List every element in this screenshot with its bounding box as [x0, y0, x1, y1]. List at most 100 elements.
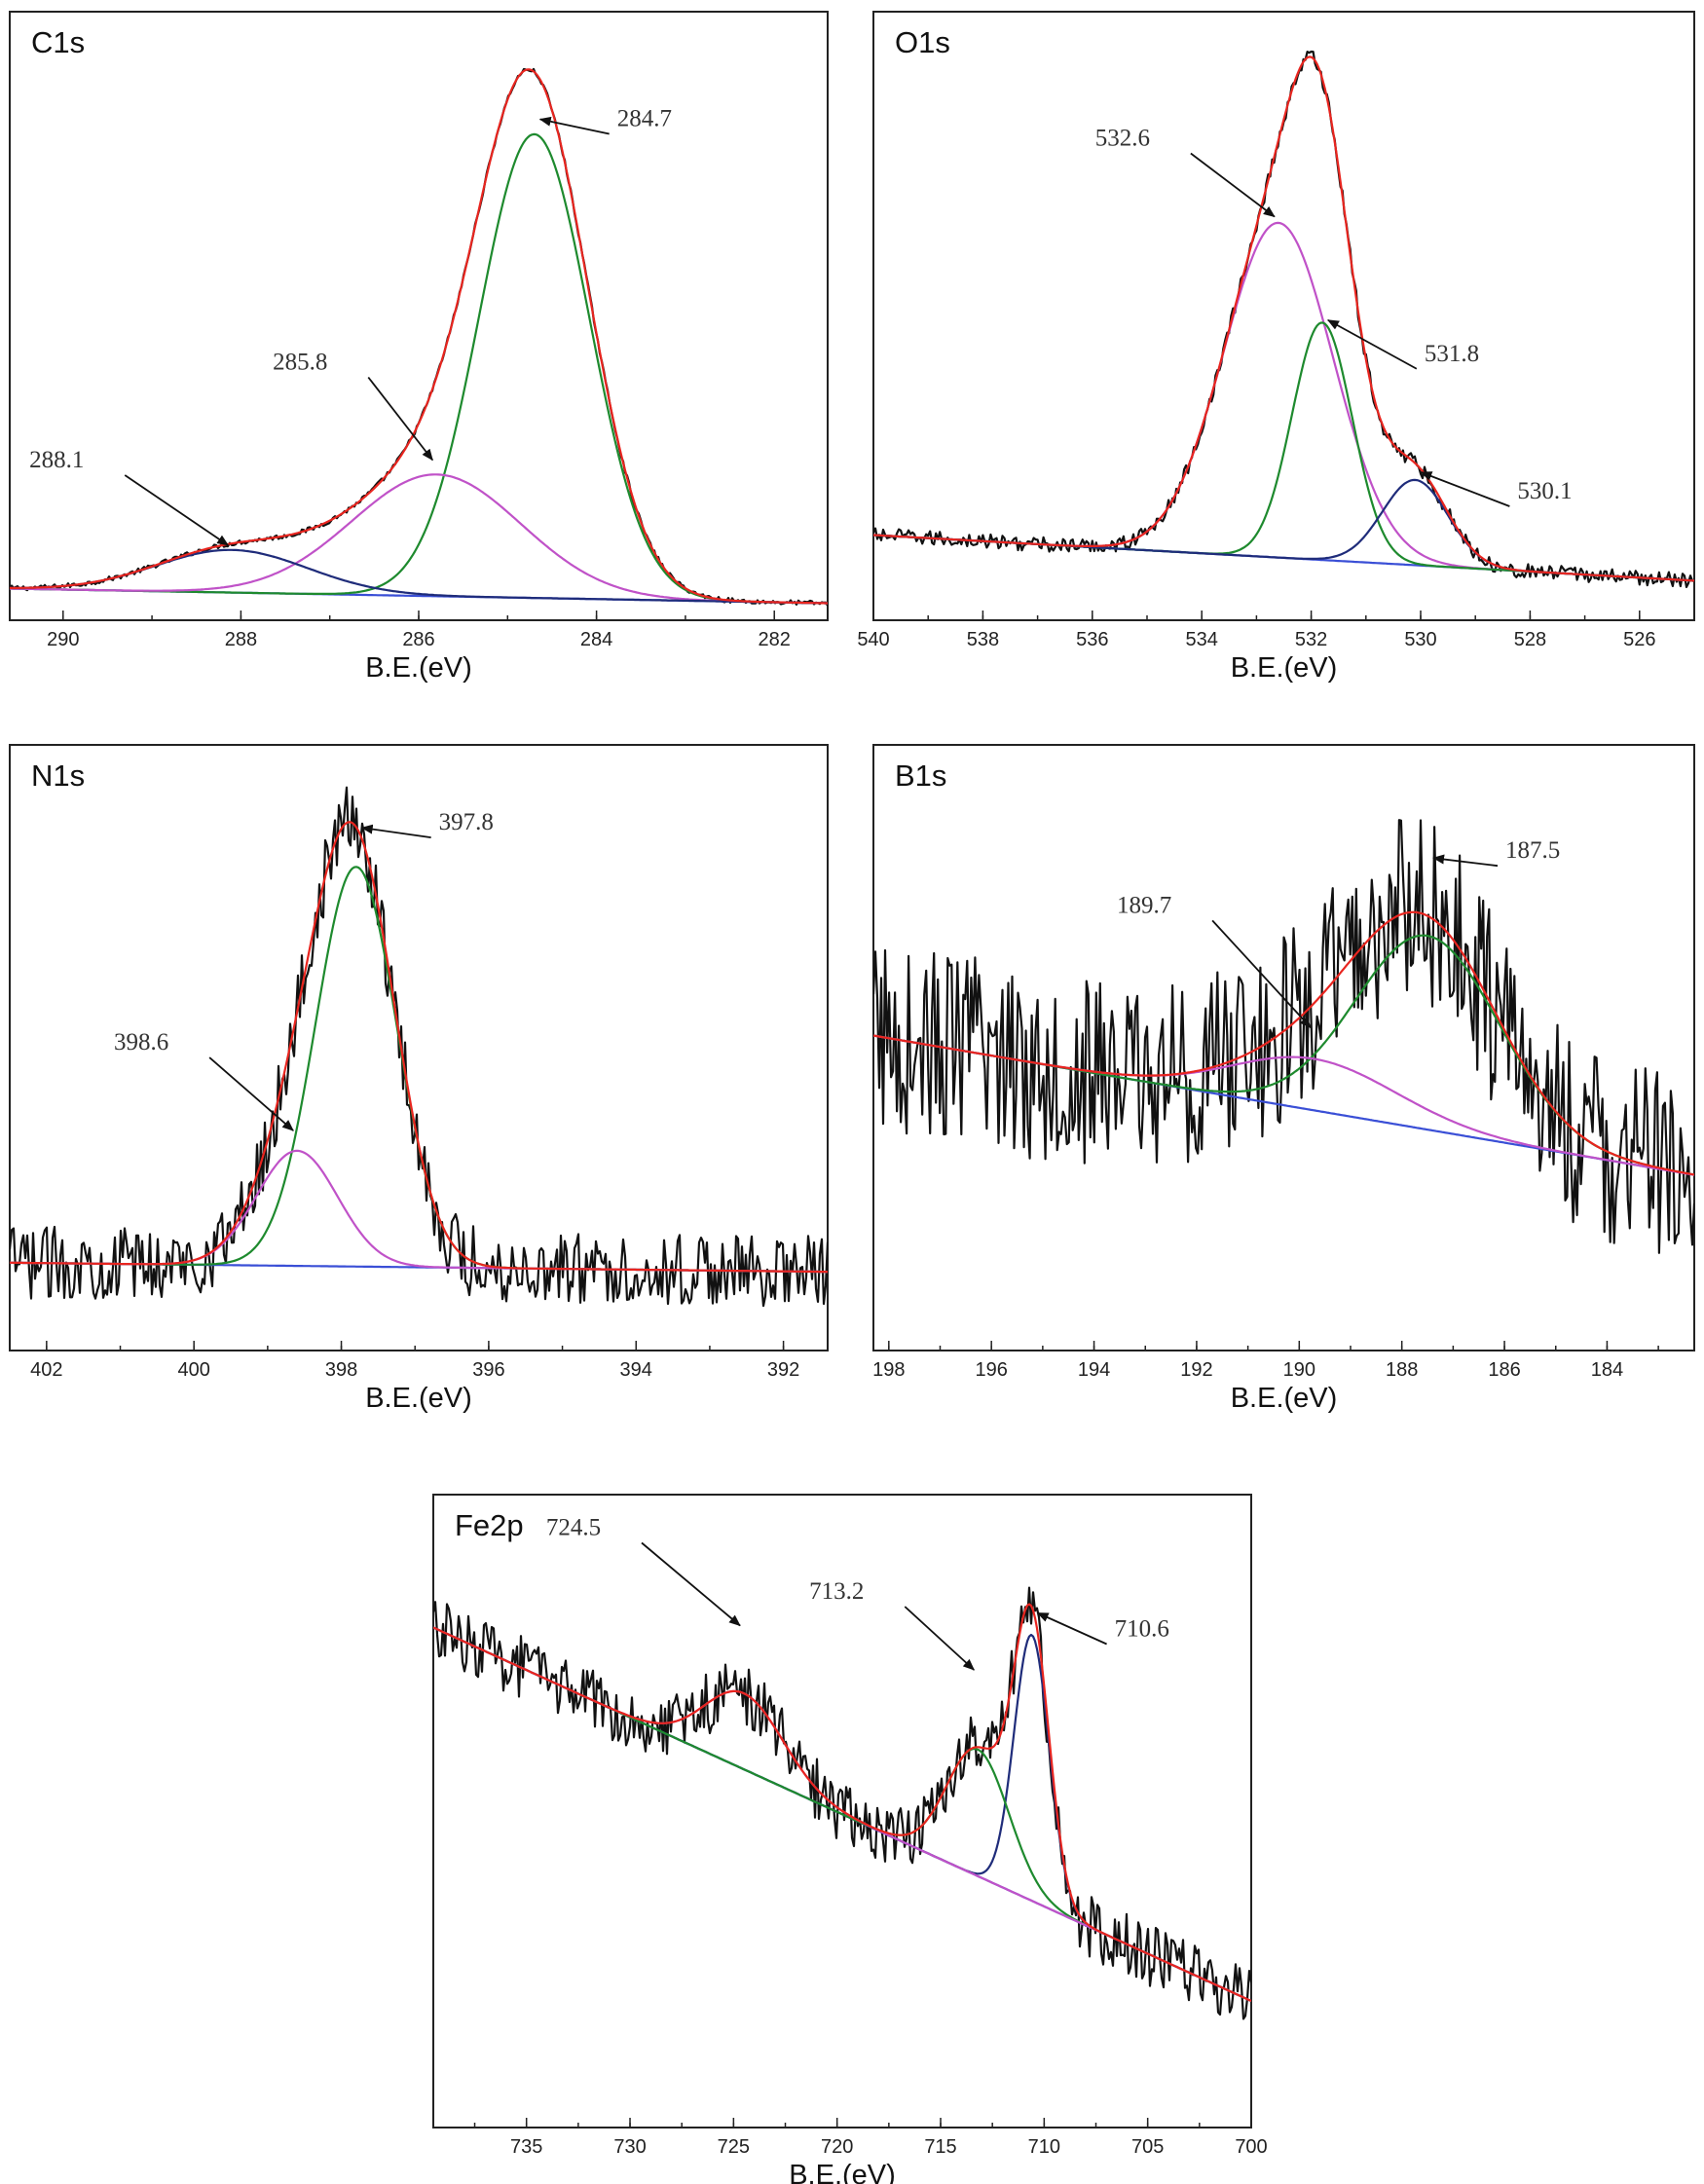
x-axis-label: B.E.(eV): [365, 652, 472, 684]
plot-frame: [9, 11, 829, 621]
x-axis-label: B.E.(eV): [1231, 652, 1338, 684]
x-tick-label: 402: [30, 1359, 62, 1381]
x-tick-label: 532: [1295, 629, 1327, 650]
annotation-label: 713.2: [809, 1578, 864, 1605]
x-tick-label: 715: [924, 2136, 956, 2158]
fit-envelope: [433, 1603, 1251, 2003]
annotation-label: 531.8: [1425, 341, 1479, 367]
panel-c1s: 290 288 286 284 282 C1s B.E.(eV) 284.7 285.8 288.…: [9, 11, 829, 684]
annotation-label: 710.6: [1115, 1616, 1169, 1643]
peak-annotation: 724.5: [546, 1515, 741, 1627]
x-tick-label: 198: [872, 1359, 905, 1381]
annotation-arrow: [904, 1606, 976, 1671]
x-tick-label: 392: [767, 1359, 799, 1381]
x-tick-label: 735: [510, 2136, 542, 2158]
annotation-label: 530.1: [1517, 478, 1572, 504]
annotation-label: 189.7: [1117, 892, 1171, 918]
x-tick-label: 184: [1591, 1359, 1623, 1381]
panel-title: C1s: [31, 25, 85, 59]
raw-spectrum: [10, 786, 828, 1308]
fit-component-397.8: [10, 866, 828, 1274]
x-tick-label: 188: [1386, 1359, 1418, 1381]
annotation-arrow: [1036, 1611, 1107, 1646]
panel-title: B1s: [895, 759, 946, 793]
plot-area: [10, 67, 828, 607]
x-tick-label: 534: [1186, 629, 1218, 650]
fit-component-532.6: [873, 221, 1694, 582]
annotation-label: 724.5: [546, 1515, 601, 1541]
panel-title: N1s: [31, 759, 85, 793]
plot-area: [873, 50, 1694, 588]
annotation-label: 288.1: [29, 447, 84, 473]
raw-spectrum: [873, 819, 1694, 1254]
x-tick-label: 720: [821, 2136, 853, 2158]
peak-annotation: 710.6: [1036, 1611, 1169, 1646]
x-tick-label: 710: [1028, 2136, 1060, 2158]
annotation-arrow: [1420, 471, 1510, 507]
annotation-arrow: [1432, 854, 1499, 868]
x-tick-label: 538: [967, 629, 999, 650]
x-tick-label: 730: [613, 2136, 646, 2158]
annotation-arrow: [1211, 919, 1312, 1029]
fit-component-285.8: [10, 473, 828, 605]
peak-annotation: 713.2: [809, 1578, 976, 1671]
plot-area: [433, 1586, 1251, 2020]
plot-frame: [872, 11, 1695, 621]
peak-annotation: 189.7: [1117, 892, 1312, 1029]
peak-annotation: 531.8: [1326, 318, 1479, 370]
x-tick-label: 190: [1283, 1359, 1315, 1381]
x-tick-label: 288: [225, 629, 257, 650]
annotation-label: 532.6: [1095, 126, 1150, 152]
x-tick-label: 540: [857, 629, 889, 650]
plot-frame: [9, 744, 829, 1351]
x-tick-label: 400: [178, 1359, 210, 1381]
fit-envelope: [873, 910, 1694, 1176]
x-tick-label: 725: [718, 2136, 750, 2158]
annotation-label: 398.6: [114, 1029, 168, 1055]
peak-annotation: 532.6: [1095, 126, 1276, 218]
raw-spectrum: [873, 50, 1694, 588]
fit-component-284.7: [10, 132, 828, 605]
panel-fe2p: 735 730 725 720 715 710 705 700 Fe2p B.E.(eV) 724.…: [432, 1494, 1268, 2184]
x-axis-label: B.E.(eV): [1231, 1383, 1338, 1414]
annotation-label: 187.5: [1505, 837, 1560, 864]
annotation-arrow: [124, 474, 230, 546]
plot-area: [873, 819, 1694, 1254]
peak-annotation: 530.1: [1420, 471, 1573, 507]
panel-b1s: 198 196 194 192 190 188 186 184 B1s B.E.(eV) 187.5…: [872, 744, 1695, 1414]
annotation-label: 397.8: [439, 809, 494, 835]
x-tick-label: 700: [1235, 2136, 1267, 2158]
x-tick-label: 290: [47, 629, 79, 650]
x-tick-label: 394: [620, 1359, 652, 1381]
annotation-arrow: [1326, 318, 1418, 370]
x-tick-label: 282: [759, 629, 791, 650]
x-tick-label: 286: [402, 629, 434, 650]
x-tick-label: 705: [1131, 2136, 1164, 2158]
raw-spectrum: [433, 1586, 1251, 2020]
annotation-arrow: [208, 1056, 294, 1131]
annotation-arrow: [360, 824, 431, 838]
x-tick-label: 398: [325, 1359, 357, 1381]
peak-annotation: 285.8: [273, 350, 433, 462]
panel-title: O1s: [895, 25, 950, 59]
annotation-arrow: [641, 1541, 741, 1627]
x-tick-label: 526: [1623, 629, 1655, 650]
annotation-arrow: [1190, 152, 1276, 218]
annotation-label: 285.8: [273, 350, 327, 376]
fit-envelope: [10, 821, 828, 1274]
x-tick-label: 530: [1404, 629, 1436, 650]
peak-annotation: 284.7: [538, 106, 672, 135]
panel-title: Fe2p: [455, 1508, 524, 1542]
x-tick-label: 192: [1180, 1359, 1212, 1381]
peak-annotation: 288.1: [29, 447, 230, 546]
x-axis-label: B.E.(eV): [365, 1383, 472, 1414]
x-axis-label: B.E.(eV): [789, 2160, 896, 2184]
annotation-arrow: [538, 116, 610, 135]
fit-envelope: [10, 68, 828, 605]
x-tick-label: 396: [472, 1359, 504, 1381]
fit-envelope: [873, 56, 1694, 582]
plot-frame: [872, 744, 1695, 1351]
peak-annotation: 187.5: [1432, 837, 1560, 868]
x-tick-label: 196: [975, 1359, 1007, 1381]
